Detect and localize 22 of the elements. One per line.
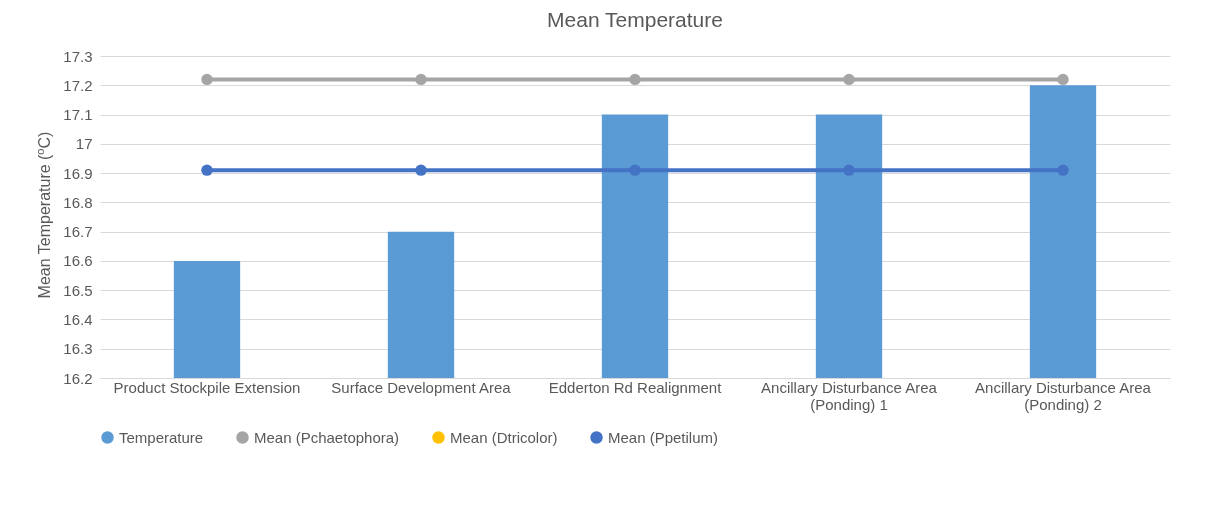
- x-tick-label: Product Stockpile Extension: [113, 378, 301, 396]
- y-tick-label: 16.9: [63, 164, 93, 182]
- y-tick-label: 17.1: [63, 106, 93, 124]
- y-tick-label: 16.5: [63, 281, 93, 299]
- x-tick-label: Ancillary Disturbance Area (Ponding) 2: [975, 378, 1152, 413]
- y-tick-label: 16.6: [63, 252, 93, 270]
- y-tick-label: 16.7: [63, 223, 93, 241]
- x-tick-label: Edderton Rd Realignment: [548, 378, 723, 396]
- y-tick-label: 17.2: [63, 76, 93, 94]
- y-tick-label: 16.4: [63, 310, 93, 328]
- x-tick-label: Surface Development Area: [331, 378, 512, 396]
- y-tick-label: 17.3: [63, 47, 93, 65]
- legend-label: Mean (Ppetilum): [608, 428, 719, 446]
- y-tick-label: 16.8: [63, 193, 93, 211]
- y-tick-label: 16.3: [63, 340, 93, 358]
- legend-label: Temperature: [119, 428, 204, 446]
- x-tick-label: Ancillary Disturbance Area (Ponding) 1: [761, 378, 938, 413]
- y-tick-label: 16.2: [63, 369, 93, 387]
- y-tick-label: 17: [75, 135, 93, 153]
- legend-label: Mean (Pchaetophora): [254, 428, 400, 446]
- legend-label: Mean (Dtricolor): [450, 428, 558, 446]
- chart-title: Mean Temperature: [547, 8, 723, 31]
